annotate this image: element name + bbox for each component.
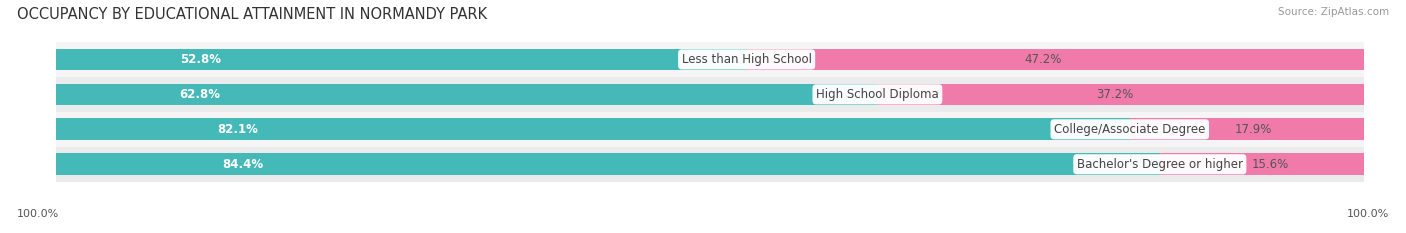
Text: 15.6%: 15.6%	[1251, 158, 1289, 171]
Text: 52.8%: 52.8%	[180, 53, 222, 66]
Text: 82.1%: 82.1%	[218, 123, 259, 136]
Bar	[56, 49, 747, 70]
Text: Less than High School: Less than High School	[682, 53, 811, 66]
Text: OCCUPANCY BY EDUCATIONAL ATTAINMENT IN NORMANDY PARK: OCCUPANCY BY EDUCATIONAL ATTAINMENT IN N…	[17, 7, 486, 22]
Bar	[877, 83, 1364, 105]
Text: 100.0%: 100.0%	[17, 209, 59, 219]
Bar	[1130, 118, 1364, 140]
Bar	[747, 49, 1364, 70]
Text: 37.2%: 37.2%	[1097, 88, 1133, 101]
Bar	[56, 42, 1364, 77]
Bar	[56, 83, 877, 105]
Text: High School Diploma: High School Diploma	[815, 88, 939, 101]
Legend: Owner-occupied, Renter-occupied: Owner-occupied, Renter-occupied	[582, 230, 838, 233]
Text: 47.2%: 47.2%	[1025, 53, 1062, 66]
Text: Bachelor's Degree or higher: Bachelor's Degree or higher	[1077, 158, 1243, 171]
Bar	[56, 112, 1364, 147]
Bar	[56, 147, 1364, 182]
Bar	[56, 118, 1130, 140]
Text: 100.0%: 100.0%	[1347, 209, 1389, 219]
Text: College/Associate Degree: College/Associate Degree	[1054, 123, 1205, 136]
Text: Source: ZipAtlas.com: Source: ZipAtlas.com	[1278, 7, 1389, 17]
Text: 17.9%: 17.9%	[1234, 123, 1272, 136]
Bar	[56, 77, 1364, 112]
Bar	[1160, 153, 1364, 175]
Text: 62.8%: 62.8%	[180, 88, 221, 101]
Text: 84.4%: 84.4%	[222, 158, 263, 171]
Bar	[56, 153, 1160, 175]
